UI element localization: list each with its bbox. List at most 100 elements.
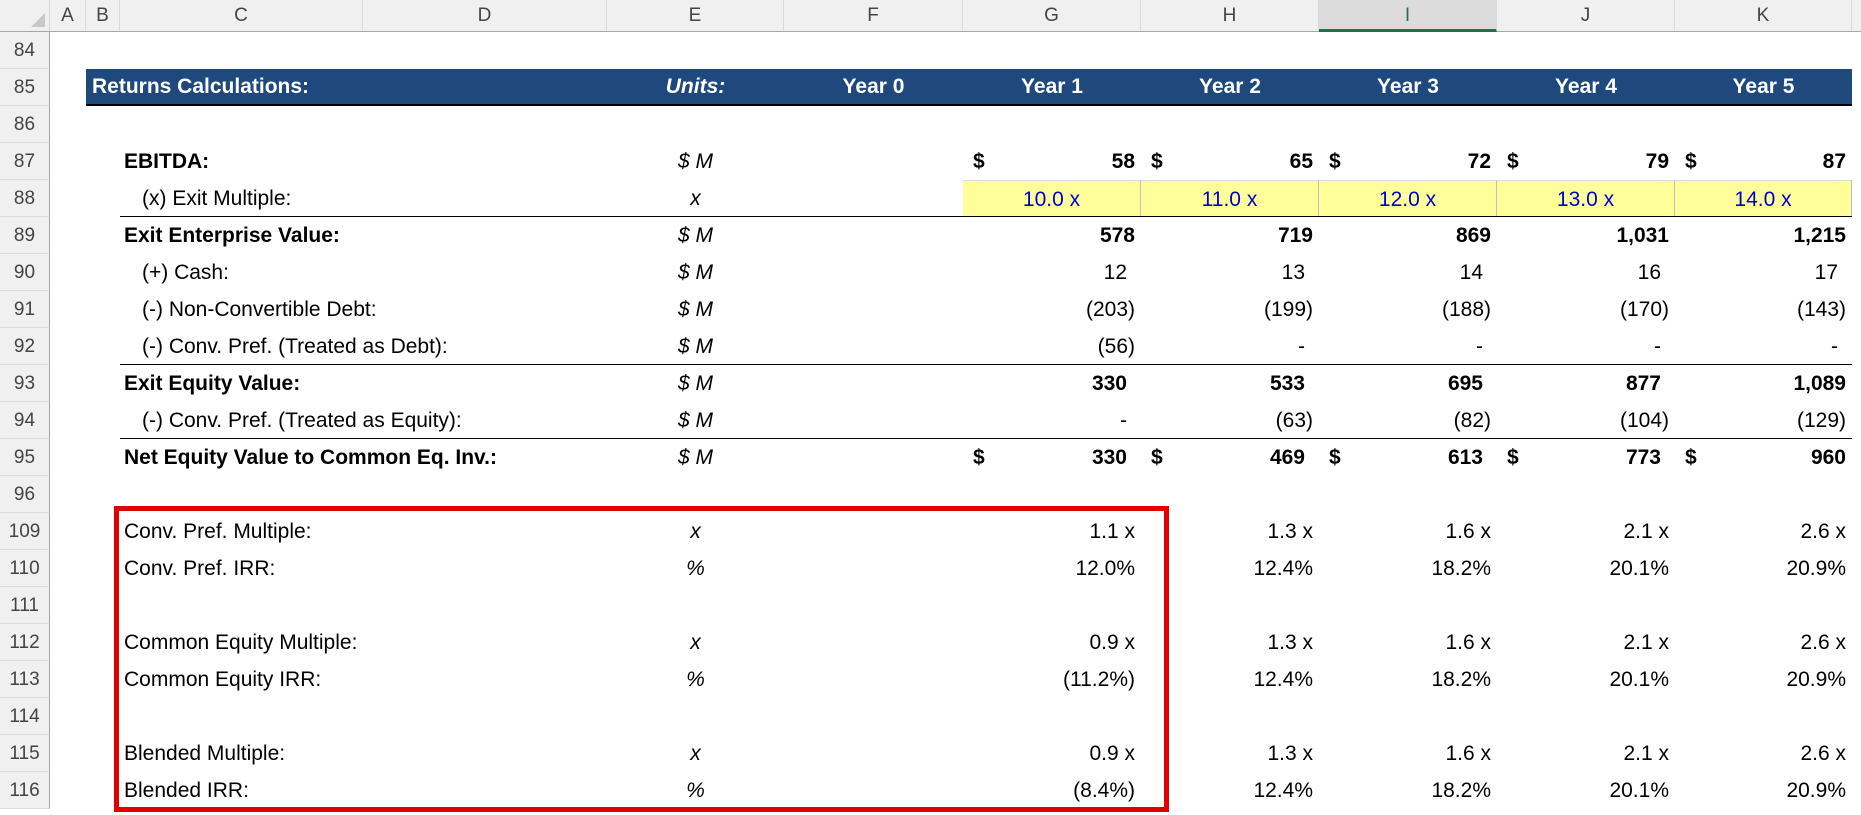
units-header[interactable]: Units:	[665, 75, 726, 98]
unit-cell[interactable]: $ M	[677, 409, 713, 432]
row-header[interactable]: 90	[0, 254, 50, 291]
exit-multiple-input[interactable]: 13.0 x	[1497, 180, 1675, 217]
year-header[interactable]: Year 3	[1377, 75, 1439, 98]
value-cell[interactable]: 20.1%	[1609, 779, 1669, 802]
row-label[interactable]: (-) Conv. Pref. (Treated as Equity):	[142, 409, 462, 432]
unit-cell[interactable]: $ M	[677, 298, 713, 321]
year-header[interactable]: Year 5	[1732, 75, 1795, 98]
unit-cell[interactable]: x	[690, 520, 701, 543]
row-header[interactable]: 112	[0, 624, 50, 661]
row-header[interactable]: 113	[0, 661, 50, 698]
row-label[interactable]: Blended Multiple:	[124, 742, 286, 765]
row-header[interactable]: 91	[0, 291, 50, 328]
value-cell[interactable]: 16	[1637, 261, 1661, 284]
value-cell[interactable]: 1,215	[1793, 224, 1846, 247]
value-cell[interactable]: 20.9%	[1786, 557, 1846, 580]
value-cell[interactable]: 1.3 x	[1267, 520, 1313, 543]
row-header[interactable]: 115	[0, 735, 50, 772]
value-cell[interactable]: 12.4%	[1253, 668, 1313, 691]
value-cell[interactable]: (143)	[1796, 298, 1846, 321]
row-label[interactable]: Common Equity Multiple:	[124, 631, 358, 654]
value-cell[interactable]: $469	[1141, 439, 1319, 476]
value-cell[interactable]: -	[1476, 335, 1483, 358]
unit-cell[interactable]: x	[690, 631, 701, 654]
unit-cell[interactable]: $ M	[677, 261, 713, 284]
value-cell[interactable]: (11.2%)	[1063, 668, 1135, 691]
row-label[interactable]: Net Equity Value to Common Eq. Inv.:	[124, 446, 497, 469]
value-cell[interactable]: (56)	[1097, 335, 1135, 358]
value-cell[interactable]: 578	[1099, 224, 1135, 247]
value-cell[interactable]: 2.1 x	[1623, 631, 1669, 654]
unit-cell[interactable]: $ M	[677, 335, 713, 358]
value-cell[interactable]: -	[1654, 335, 1661, 358]
row-header[interactable]: 95	[0, 439, 50, 476]
value-cell[interactable]: 695	[1447, 372, 1483, 395]
value-cell[interactable]: 18.2%	[1431, 557, 1491, 580]
value-cell[interactable]: 20.9%	[1786, 779, 1846, 802]
value-cell[interactable]: $613	[1319, 439, 1497, 476]
value-cell[interactable]: 13	[1281, 261, 1305, 284]
value-cell[interactable]: $72	[1319, 143, 1497, 180]
year-header[interactable]: Year 1	[1021, 75, 1083, 98]
row-header[interactable]: 116	[0, 772, 50, 809]
value-cell[interactable]: (188)	[1441, 298, 1491, 321]
unit-cell[interactable]: x	[690, 742, 701, 765]
row-label[interactable]: (-) Conv. Pref. (Treated as Debt):	[142, 335, 448, 358]
value-cell[interactable]: 20.9%	[1786, 668, 1846, 691]
value-cell[interactable]: 0.9 x	[1089, 631, 1135, 654]
value-cell[interactable]: $65	[1141, 143, 1319, 180]
exit-multiple-input[interactable]: 10.0 x	[963, 180, 1141, 217]
value-cell[interactable]: 2.1 x	[1623, 742, 1669, 765]
row-header[interactable]: 85	[0, 69, 50, 106]
value-cell[interactable]: $87	[1675, 143, 1852, 180]
row-label[interactable]: (x) Exit Multiple:	[142, 187, 292, 210]
value-cell[interactable]: $58	[963, 143, 1141, 180]
row-label[interactable]: Exit Equity Value:	[124, 372, 301, 395]
value-cell[interactable]: 20.1%	[1609, 668, 1669, 691]
column-header-a[interactable]: A	[50, 0, 86, 31]
column-header-j[interactable]: J	[1497, 0, 1675, 31]
value-cell[interactable]: 2.6 x	[1800, 742, 1846, 765]
row-header[interactable]: 87	[0, 143, 50, 180]
value-cell[interactable]: 12	[1103, 261, 1127, 284]
row-header[interactable]: 84	[0, 32, 50, 69]
column-header-g[interactable]: G	[963, 0, 1141, 31]
row-header[interactable]: 109	[0, 513, 50, 550]
value-cell[interactable]: 1,031	[1616, 224, 1669, 247]
row-header[interactable]: 88	[0, 180, 50, 217]
row-label[interactable]: Blended IRR:	[124, 779, 249, 802]
value-cell[interactable]: $773	[1497, 439, 1675, 476]
row-header[interactable]: 89	[0, 217, 50, 254]
row-label[interactable]: Conv. Pref. IRR:	[124, 557, 276, 580]
column-header-c[interactable]: C	[120, 0, 363, 31]
value-cell[interactable]: 533	[1269, 372, 1305, 395]
value-cell[interactable]: 330	[1091, 372, 1127, 395]
value-cell[interactable]: 1.6 x	[1445, 520, 1491, 543]
value-cell[interactable]: (199)	[1263, 298, 1313, 321]
exit-multiple-input[interactable]: 11.0 x	[1141, 180, 1319, 217]
section-title[interactable]: Returns Calculations:	[92, 75, 310, 98]
value-cell[interactable]: (82)	[1453, 409, 1491, 432]
value-cell[interactable]: 14	[1459, 261, 1483, 284]
value-cell[interactable]: 20.1%	[1609, 557, 1669, 580]
value-cell[interactable]: 12.0%	[1075, 557, 1135, 580]
value-cell[interactable]: -	[1831, 335, 1838, 358]
row-header[interactable]: 110	[0, 550, 50, 587]
column-header-k[interactable]: K	[1675, 0, 1852, 31]
row-header[interactable]: 93	[0, 365, 50, 402]
unit-cell[interactable]: %	[686, 779, 705, 802]
unit-cell[interactable]: $ M	[677, 446, 713, 469]
row-label[interactable]: Exit Enterprise Value:	[124, 224, 340, 247]
value-cell[interactable]: 1,089	[1793, 372, 1846, 395]
exit-multiple-input[interactable]: 14.0 x	[1675, 180, 1852, 217]
unit-cell[interactable]: %	[686, 668, 705, 691]
row-header[interactable]: 94	[0, 402, 50, 439]
value-cell[interactable]: 0.9 x	[1089, 742, 1135, 765]
year-header[interactable]: Year 0	[842, 75, 905, 98]
value-cell[interactable]: $330	[963, 439, 1141, 476]
value-cell[interactable]: 1.6 x	[1445, 742, 1491, 765]
row-label[interactable]: (+) Cash:	[142, 261, 229, 284]
value-cell[interactable]: 2.1 x	[1623, 520, 1669, 543]
unit-cell[interactable]: $ M	[677, 150, 713, 173]
value-cell[interactable]: 1.1 x	[1089, 520, 1135, 543]
